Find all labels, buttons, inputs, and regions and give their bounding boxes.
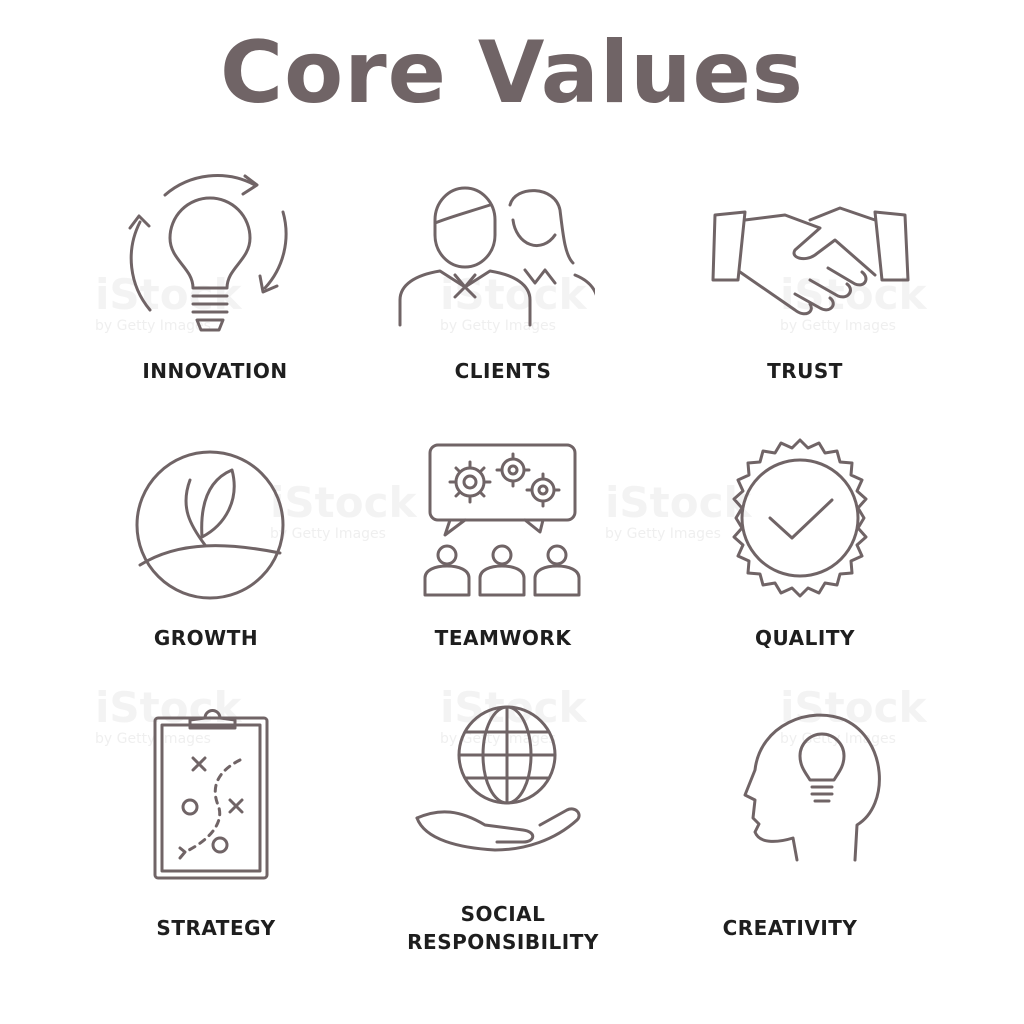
page-title: Core Values <box>220 23 804 123</box>
growth-label: GROWTH <box>153 626 259 650</box>
teamwork-label: TEAMWORK <box>434 626 572 650</box>
head-lightbulb-icon <box>715 700 915 900</box>
sprout-icon <box>110 425 310 625</box>
trust-label: TRUST <box>767 359 843 383</box>
lightbulb-cycle-icon <box>115 160 315 360</box>
creativity-label: CREATIVITY <box>722 916 858 940</box>
quality-label: QUALITY <box>755 626 855 650</box>
clients-label: CLIENTS <box>454 359 552 383</box>
strategy-label: STRATEGY <box>156 916 276 940</box>
people-icon <box>395 175 595 375</box>
handshake-icon <box>710 180 910 380</box>
check-seal-icon <box>700 418 900 618</box>
innovation-label: INNOVATION <box>142 359 288 383</box>
social-responsibility-label: SOCIAL RESPONSIBILITY <box>353 900 653 956</box>
hand-globe-icon <box>405 700 605 900</box>
social-label-line1: SOCIAL <box>460 902 546 926</box>
team-gears-icon <box>405 430 605 630</box>
clipboard-plan-icon <box>110 700 310 900</box>
social-label-line2: RESPONSIBILITY <box>407 930 599 954</box>
